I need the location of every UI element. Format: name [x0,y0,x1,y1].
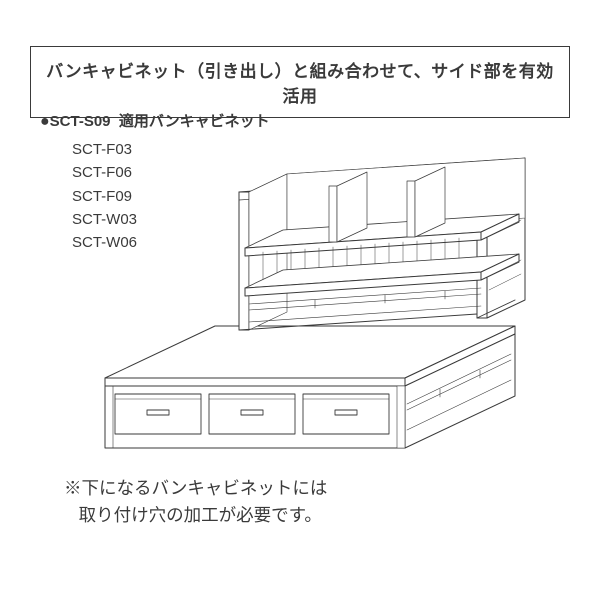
footnote: ※下になるバンキャビネットには 取り付け穴の加工が必要です。 [64,475,327,529]
title-text: バンキャビネット（引き出し）と組み合わせて、サイド部を有効活用 [46,62,554,106]
subhead-label: 適用バンキャビネット [119,113,270,130]
cabinet-diagram [85,148,545,478]
title-box: バンキャビネット（引き出し）と組み合わせて、サイド部を有効活用 [30,46,570,118]
footnote-line2: 取り付け穴の加工が必要です。 [79,505,322,525]
subhead: ●SCT-S09 適用バンキャビネット [40,110,270,131]
footnote-line1: ※下になるバンキャビネットには [64,478,327,498]
product-code: SCT-S09 [50,113,111,130]
bullet-icon: ● [40,113,50,130]
